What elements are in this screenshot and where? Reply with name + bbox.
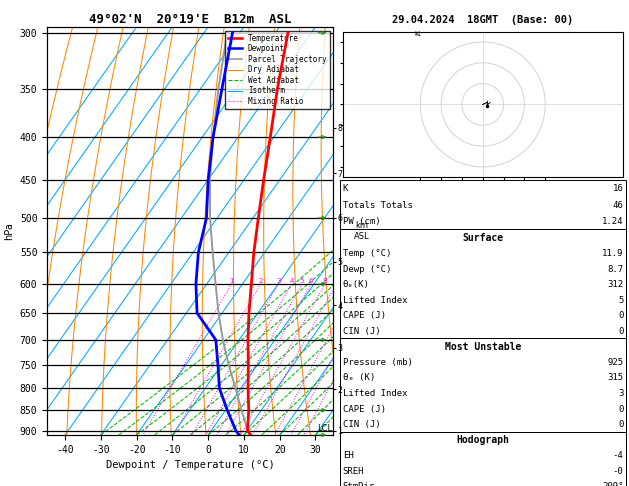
Text: 11.9: 11.9 (602, 249, 623, 258)
Text: 16: 16 (613, 184, 623, 193)
Legend: Temperature, Dewpoint, Parcel Trajectory, Dry Adiabat, Wet Adiabat, Isotherm, Mi: Temperature, Dewpoint, Parcel Trajectory… (225, 31, 330, 109)
Text: LCL: LCL (317, 424, 332, 433)
Text: Pressure (mb): Pressure (mb) (343, 358, 413, 367)
Text: 3: 3 (276, 278, 281, 284)
Text: 4: 4 (289, 278, 294, 284)
Text: 1: 1 (229, 278, 234, 284)
Text: Surface: Surface (462, 233, 503, 243)
Text: θₑ(K): θₑ(K) (343, 280, 370, 289)
Text: 5: 5 (300, 278, 304, 284)
Text: CIN (J): CIN (J) (343, 420, 381, 429)
Text: 209°: 209° (602, 482, 623, 486)
Text: Totals Totals: Totals Totals (343, 201, 413, 210)
Text: 2: 2 (259, 278, 263, 284)
X-axis label: Dewpoint / Temperature (°C): Dewpoint / Temperature (°C) (106, 460, 275, 470)
Text: 0: 0 (618, 404, 623, 414)
Text: 5: 5 (618, 295, 623, 305)
Text: StmDir: StmDir (343, 482, 375, 486)
Text: EH: EH (343, 451, 353, 460)
Text: 1.24: 1.24 (602, 217, 623, 226)
Text: 3: 3 (618, 389, 623, 398)
Text: 6: 6 (309, 278, 313, 284)
Text: 29.04.2024  18GMT  (Base: 00): 29.04.2024 18GMT (Base: 00) (392, 15, 574, 25)
Text: 312: 312 (607, 280, 623, 289)
Text: 8: 8 (323, 278, 327, 284)
Text: 0: 0 (618, 311, 623, 320)
Text: 46: 46 (613, 201, 623, 210)
Text: 0: 0 (618, 420, 623, 429)
Text: SREH: SREH (343, 467, 364, 476)
Text: CAPE (J): CAPE (J) (343, 404, 386, 414)
Text: θₑ (K): θₑ (K) (343, 373, 375, 382)
Title: 49°02'N  20°19'E  B12m  ASL: 49°02'N 20°19'E B12m ASL (89, 13, 291, 26)
Text: Most Unstable: Most Unstable (445, 342, 521, 352)
Text: 8.7: 8.7 (607, 264, 623, 274)
Text: Hodograph: Hodograph (456, 435, 509, 445)
Text: -0: -0 (613, 467, 623, 476)
Text: K: K (343, 184, 348, 193)
Y-axis label: km
ASL: km ASL (354, 221, 370, 241)
Text: Lifted Index: Lifted Index (343, 389, 408, 398)
Text: CAPE (J): CAPE (J) (343, 311, 386, 320)
Text: Temp (°C): Temp (°C) (343, 249, 391, 258)
Text: -4: -4 (613, 451, 623, 460)
Y-axis label: hPa: hPa (4, 222, 14, 240)
Text: CIN (J): CIN (J) (343, 327, 381, 336)
Text: 315: 315 (607, 373, 623, 382)
Text: Lifted Index: Lifted Index (343, 295, 408, 305)
Text: 0: 0 (618, 327, 623, 336)
Text: 925: 925 (607, 358, 623, 367)
Text: PW (cm): PW (cm) (343, 217, 381, 226)
Text: Dewp (°C): Dewp (°C) (343, 264, 391, 274)
Text: kt: kt (414, 31, 421, 37)
